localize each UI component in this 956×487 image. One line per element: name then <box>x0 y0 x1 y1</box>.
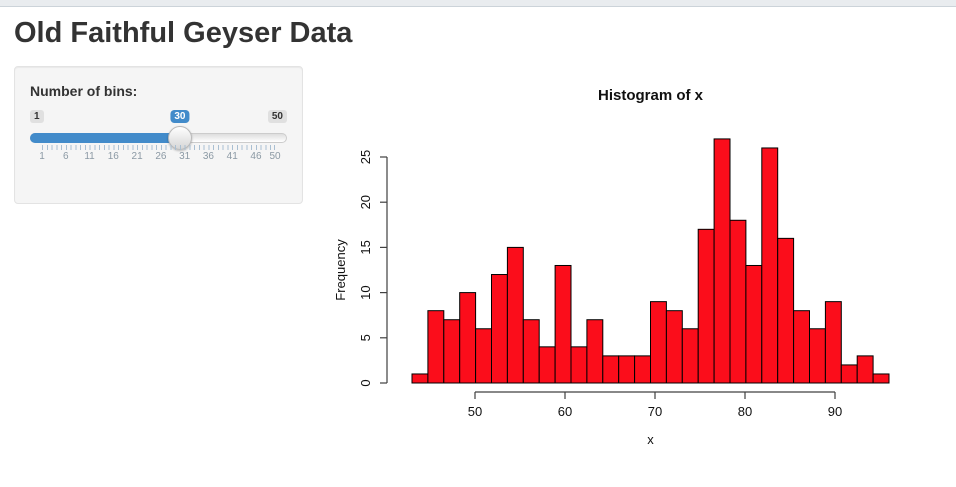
histogram-bar <box>824 301 842 384</box>
y-tick-label: 10 <box>358 285 373 299</box>
bins-slider[interactable]: 1 30 50 1 6 11 16 21 26 31 36 41 46 50 <box>30 107 287 173</box>
histogram-plot: Histogram of x 0 5 10 15 20 25 Frequency 50 60 70 8… <box>333 87 890 447</box>
slider-grid-label: 6 <box>62 151 69 162</box>
slider-grid-label: 21 <box>131 151 143 162</box>
histogram-bar <box>554 264 572 384</box>
histogram-bar <box>713 138 731 384</box>
slider-grid-label: 50 <box>269 151 281 162</box>
slider-tick-grid <box>42 145 275 150</box>
histogram-bar <box>427 310 445 384</box>
histogram-bar <box>459 292 477 384</box>
y-axis-label: Frequency <box>333 239 348 301</box>
histogram-bar <box>506 246 524 384</box>
histogram-bar <box>872 373 890 384</box>
y-tick-label: 5 <box>358 334 373 341</box>
slider-grid-labels: 1 6 11 16 21 26 31 36 41 46 50 <box>39 151 280 165</box>
histogram-bar <box>634 355 652 384</box>
histogram-bar <box>650 301 667 384</box>
histogram-bar <box>586 319 604 384</box>
slider-min-badge: 1 <box>30 110 44 123</box>
slider-grid-label: 46 <box>250 151 262 162</box>
histogram-bar <box>602 355 620 384</box>
x-axis-label: x <box>647 432 654 447</box>
histogram-bar <box>681 328 699 384</box>
histogram-bar <box>809 328 826 384</box>
histogram-bar <box>856 355 874 384</box>
histogram-bar <box>491 274 508 384</box>
x-tick-label: 80 <box>738 404 752 419</box>
slider-grid-label: 26 <box>155 151 167 162</box>
histogram-bar <box>761 147 779 384</box>
slider-value-badge: 30 <box>170 110 190 123</box>
histogram-bar <box>745 264 763 384</box>
slider-grid-label: 31 <box>179 151 191 162</box>
histogram-bar <box>538 346 556 384</box>
histogram-bar <box>840 364 858 384</box>
plot-title: Histogram of x <box>598 87 704 104</box>
histogram-bar <box>793 310 811 384</box>
y-tick-label: 15 <box>358 240 373 254</box>
histogram-bar <box>618 355 636 384</box>
slider-grid-label: 36 <box>202 151 214 162</box>
slider-max-badge: 50 <box>267 110 287 123</box>
histogram-bar <box>777 237 795 384</box>
histogram-bar <box>522 319 540 384</box>
top-border-band <box>0 0 956 7</box>
y-tick-label: 0 <box>358 379 373 386</box>
histogram-bar <box>665 310 683 384</box>
x-tick-label: 50 <box>468 404 482 419</box>
page-title: Old Faithful Geyser Data <box>14 17 353 49</box>
bins-slider-label: Number of bins: <box>30 83 138 99</box>
slider-grid-label: 16 <box>107 151 119 162</box>
histogram-bar <box>570 346 588 384</box>
slider-grid-label: 41 <box>226 151 238 162</box>
histogram-bar <box>697 228 715 384</box>
x-tick-label: 60 <box>558 404 572 419</box>
histogram-bar <box>729 219 747 384</box>
x-tick-label: 90 <box>828 404 842 419</box>
slider-grid-label: 1 <box>39 151 45 162</box>
sidebar-panel: Number of bins: 1 30 50 1 6 11 16 21 26 31 36 41… <box>14 66 303 204</box>
slider-grid-label: 11 <box>84 151 95 162</box>
y-tick-label: 25 <box>358 150 373 164</box>
histogram-bar <box>411 373 429 384</box>
histogram-bar <box>443 319 461 384</box>
histogram-bar <box>475 328 493 384</box>
slider-fill-bar <box>30 133 180 143</box>
x-tick-label: 70 <box>648 404 662 419</box>
y-tick-label: 20 <box>358 195 373 209</box>
